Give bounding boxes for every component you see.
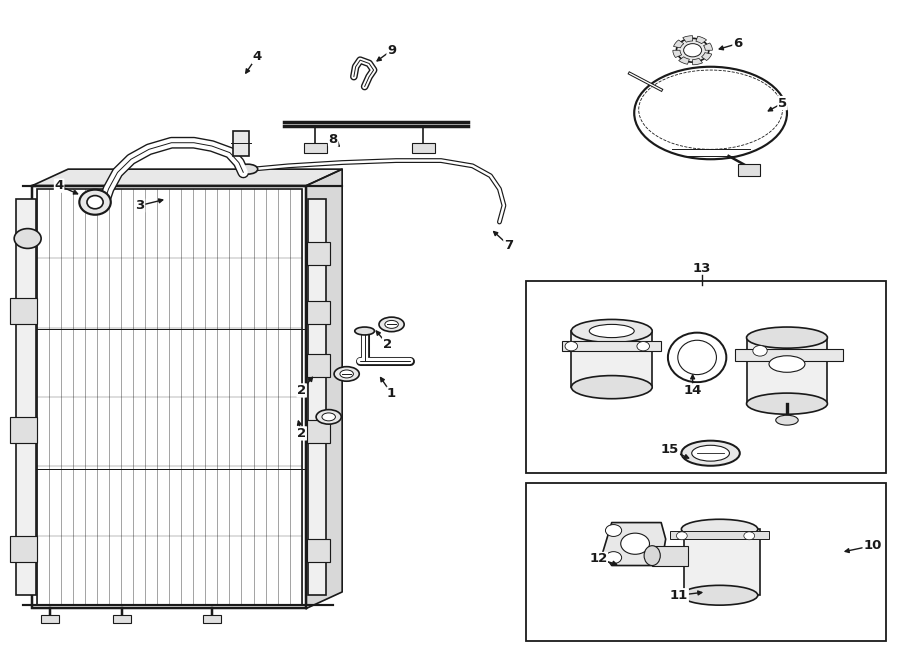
Ellipse shape xyxy=(79,189,111,214)
Bar xyxy=(738,164,760,175)
Text: 2: 2 xyxy=(297,427,306,440)
Ellipse shape xyxy=(87,195,104,209)
Bar xyxy=(304,143,327,153)
Ellipse shape xyxy=(238,164,257,174)
Text: 9: 9 xyxy=(387,44,396,57)
Text: 10: 10 xyxy=(863,539,881,552)
Ellipse shape xyxy=(769,355,805,372)
Bar xyxy=(307,420,329,444)
Bar xyxy=(572,331,652,387)
Bar xyxy=(10,417,37,444)
Bar xyxy=(41,615,59,623)
Text: 13: 13 xyxy=(692,261,711,275)
Ellipse shape xyxy=(681,519,758,539)
Text: 12: 12 xyxy=(590,552,608,565)
Text: 4: 4 xyxy=(55,179,64,192)
Polygon shape xyxy=(32,169,342,185)
Bar xyxy=(232,131,248,156)
Text: 2: 2 xyxy=(382,338,392,351)
Circle shape xyxy=(677,532,688,540)
Ellipse shape xyxy=(681,585,758,605)
Circle shape xyxy=(743,532,754,540)
Bar xyxy=(37,189,302,605)
Wedge shape xyxy=(679,57,689,64)
Ellipse shape xyxy=(340,370,354,378)
Ellipse shape xyxy=(746,327,827,348)
Bar xyxy=(307,539,329,562)
Text: 14: 14 xyxy=(683,384,702,397)
Ellipse shape xyxy=(590,324,634,338)
Circle shape xyxy=(14,228,41,248)
Bar xyxy=(670,531,769,539)
Bar xyxy=(113,615,131,623)
Text: 4: 4 xyxy=(252,50,261,64)
Polygon shape xyxy=(306,169,342,608)
Bar xyxy=(735,349,842,361)
Circle shape xyxy=(752,346,767,356)
Text: 15: 15 xyxy=(661,444,680,456)
Text: 3: 3 xyxy=(135,199,145,212)
Ellipse shape xyxy=(746,393,827,414)
Bar xyxy=(562,341,662,351)
Bar xyxy=(10,536,37,562)
Bar xyxy=(10,298,37,324)
Bar xyxy=(202,615,220,623)
Text: 7: 7 xyxy=(504,238,513,252)
Ellipse shape xyxy=(355,327,374,335)
Ellipse shape xyxy=(572,375,652,399)
Bar xyxy=(16,199,36,595)
Circle shape xyxy=(621,533,650,554)
Wedge shape xyxy=(683,36,693,42)
Circle shape xyxy=(565,342,578,351)
Wedge shape xyxy=(673,50,681,58)
Bar xyxy=(652,545,688,565)
Circle shape xyxy=(606,524,622,536)
Bar xyxy=(308,199,326,595)
Circle shape xyxy=(677,38,709,62)
Ellipse shape xyxy=(379,317,404,332)
Ellipse shape xyxy=(776,415,798,425)
Wedge shape xyxy=(673,40,684,48)
Bar xyxy=(526,483,886,641)
Bar xyxy=(746,338,827,404)
Text: 5: 5 xyxy=(778,97,787,110)
Text: 2: 2 xyxy=(297,384,306,397)
Ellipse shape xyxy=(322,413,336,421)
Bar xyxy=(307,354,329,377)
Circle shape xyxy=(684,44,702,57)
Text: 11: 11 xyxy=(670,589,688,602)
Circle shape xyxy=(606,551,622,563)
Ellipse shape xyxy=(634,67,787,160)
Text: 8: 8 xyxy=(328,133,338,146)
Bar xyxy=(526,281,886,473)
Wedge shape xyxy=(693,58,703,65)
Bar xyxy=(32,185,306,608)
Ellipse shape xyxy=(334,367,359,381)
Ellipse shape xyxy=(644,545,661,565)
Ellipse shape xyxy=(668,332,726,382)
Bar xyxy=(307,301,329,324)
Circle shape xyxy=(637,342,650,351)
Ellipse shape xyxy=(692,446,730,461)
Text: 6: 6 xyxy=(733,37,742,50)
Bar xyxy=(684,529,760,595)
Wedge shape xyxy=(696,36,706,44)
Ellipse shape xyxy=(678,340,716,375)
Bar xyxy=(307,242,329,265)
Wedge shape xyxy=(704,43,713,50)
Ellipse shape xyxy=(385,320,399,328)
Ellipse shape xyxy=(316,410,341,424)
Bar xyxy=(412,143,435,153)
Polygon shape xyxy=(603,522,666,565)
Ellipse shape xyxy=(572,320,652,342)
Ellipse shape xyxy=(681,441,740,466)
Wedge shape xyxy=(701,53,712,60)
Text: 1: 1 xyxy=(387,387,396,401)
